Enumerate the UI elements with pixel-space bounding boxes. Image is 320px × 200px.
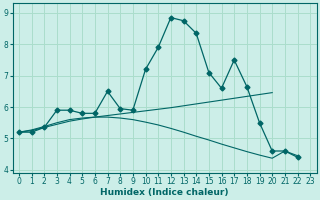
X-axis label: Humidex (Indice chaleur): Humidex (Indice chaleur): [100, 188, 229, 197]
